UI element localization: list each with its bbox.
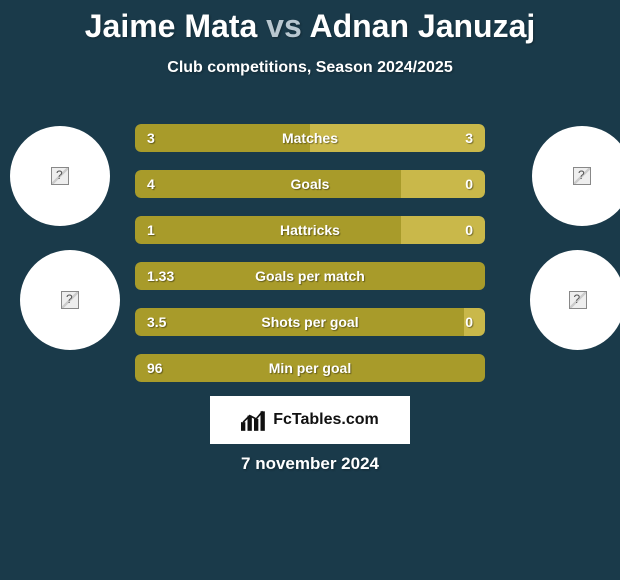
stat-label: Goals per match bbox=[135, 262, 485, 290]
placeholder-icon bbox=[51, 167, 69, 185]
branding-text: FcTables.com bbox=[273, 411, 379, 429]
stat-row: 3.5Shots per goal0 bbox=[135, 308, 485, 336]
bars-icon bbox=[241, 409, 267, 431]
stat-value-right: 0 bbox=[465, 308, 473, 336]
stats-container: 3Matches3 4Goals0 1Hattricks0 1.33Goals per… bbox=[135, 124, 485, 400]
stat-label: Matches bbox=[135, 124, 485, 152]
stat-label: Min per goal bbox=[135, 354, 485, 382]
stat-row: 4Goals0 bbox=[135, 170, 485, 198]
stat-label: Goals bbox=[135, 170, 485, 198]
subtitle: Club competitions, Season 2024/2025 bbox=[0, 59, 620, 77]
placeholder-icon bbox=[569, 291, 587, 309]
stat-label: Shots per goal bbox=[135, 308, 485, 336]
stat-value-right: 0 bbox=[465, 216, 473, 244]
stat-value-right: 3 bbox=[465, 124, 473, 152]
stat-row: 1.33Goals per match bbox=[135, 262, 485, 290]
player1-avatar bbox=[10, 126, 110, 226]
placeholder-icon bbox=[61, 291, 79, 309]
branding-badge: FcTables.com bbox=[210, 396, 410, 444]
placeholder-icon bbox=[573, 167, 591, 185]
vs-text: vs bbox=[266, 8, 302, 44]
stat-row: 3Matches3 bbox=[135, 124, 485, 152]
player2-name: Adnan Januzaj bbox=[309, 8, 535, 44]
date-text: 7 november 2024 bbox=[0, 454, 620, 474]
player2-club-avatar bbox=[530, 250, 620, 350]
player1-name: Jaime Mata bbox=[85, 8, 258, 44]
stat-row: 96Min per goal bbox=[135, 354, 485, 382]
stat-row: 1Hattricks0 bbox=[135, 216, 485, 244]
stat-label: Hattricks bbox=[135, 216, 485, 244]
comparison-title: Jaime Mata vs Adnan Januzaj bbox=[0, 0, 620, 45]
stat-value-right: 0 bbox=[465, 170, 473, 198]
player2-avatar bbox=[532, 126, 620, 226]
player1-club-avatar bbox=[20, 250, 120, 350]
